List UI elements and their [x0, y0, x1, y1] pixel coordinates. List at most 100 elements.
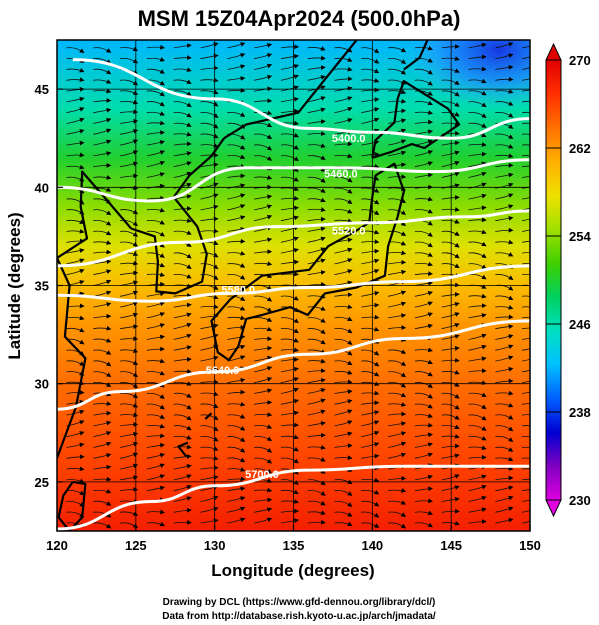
contour-label: 5700.0: [245, 469, 279, 481]
streamline-arrow: [441, 392, 460, 399]
streamline-arrow: [414, 208, 433, 214]
streamline-arrow: [254, 155, 273, 161]
streamline-arrow: [334, 304, 353, 310]
streamline-arrow: [334, 66, 353, 72]
streamline-arrow: [93, 511, 112, 518]
streamline-arrow: [307, 155, 326, 160]
streamline-arrow: [146, 346, 165, 352]
streamline-arrow: [173, 273, 192, 279]
streamline-arrow: [361, 97, 380, 103]
height-contours: [57, 58, 530, 531]
y-tick-label: 40: [35, 180, 49, 195]
streamline-arrow: [200, 495, 219, 502]
streamline-arrow: [361, 187, 380, 193]
streamline-arrow: [93, 401, 112, 406]
streamline-arrow: [388, 118, 407, 124]
streamline-arrow: [227, 154, 246, 159]
streamline-arrow: [173, 464, 192, 470]
streamline-arrow: [388, 139, 407, 146]
streamline-arrow: [361, 140, 380, 146]
streamline-arrow: [66, 327, 85, 333]
streamline-arrow: [93, 47, 112, 53]
streamline-arrow: [388, 290, 407, 297]
streamline-arrow: [227, 274, 246, 280]
streamline-arrow: [173, 519, 192, 525]
streamline-arrow: [388, 421, 407, 427]
streamline-arrow: [468, 485, 487, 492]
streamline-arrow: [307, 317, 326, 323]
cold-pool: [403, 40, 530, 109]
streamline-arrow: [468, 142, 487, 147]
streamline-arrow: [361, 442, 380, 448]
streamline-arrow: [146, 453, 165, 459]
streamline-arrow: [173, 381, 192, 386]
streamline-arrow: [227, 215, 246, 222]
streamline-arrow: [227, 315, 246, 321]
streamline-arrow: [173, 403, 192, 410]
streamline-arrow: [441, 485, 460, 492]
streamline-arrow: [361, 431, 380, 438]
streamline-arrow: [200, 274, 219, 280]
streamline-arrow: [468, 171, 487, 178]
streamline-arrow: [280, 338, 299, 343]
streamline-arrow: [200, 65, 219, 71]
streamline-arrow: [334, 57, 353, 62]
streamline-arrow: [522, 317, 530, 319]
streamline-arrow: [414, 196, 433, 202]
streamline-arrow: [66, 454, 85, 460]
streamline-arrow: [495, 274, 514, 281]
streamline-arrow: [173, 151, 192, 157]
streamline-arrow: [468, 122, 487, 128]
streamline-arrow: [361, 511, 380, 518]
streamline-arrow: [146, 111, 165, 116]
streamline-arrow: [146, 252, 165, 258]
streamline-arrow: [200, 112, 219, 118]
streamline-arrow: [495, 324, 514, 330]
streamline-arrow: [522, 468, 530, 470]
streamline-arrow: [495, 162, 514, 168]
streamline-arrow: [93, 269, 112, 276]
streamline-arrow: [173, 252, 192, 259]
streamline-arrow: [388, 313, 407, 319]
streamline-arrow: [388, 150, 407, 157]
streamline-arrow: [280, 434, 299, 440]
streamline-arrow: [388, 209, 407, 215]
streamline-arrow: [280, 499, 299, 504]
streamline-arrow: [93, 441, 112, 448]
streamline-arrow: [280, 489, 299, 495]
streamline-arrow: [200, 425, 219, 432]
streamline-arrow: [522, 133, 530, 136]
streamline-arrow: [361, 360, 380, 367]
streamline-arrow: [307, 457, 326, 462]
streamline-arrow: [66, 107, 85, 114]
streamline-arrow: [522, 348, 530, 351]
coastline-segment: [371, 80, 461, 159]
streamline-arrow: [280, 366, 299, 373]
streamline-arrow: [200, 403, 219, 409]
streamline-arrow: [254, 435, 273, 442]
streamline-arrow: [227, 87, 246, 93]
streamline-arrow: [495, 436, 514, 442]
streamline-arrow: [334, 338, 353, 345]
streamline-arrow: [441, 230, 460, 236]
streamline-arrow: [307, 270, 326, 276]
streamline-arrow: [522, 499, 530, 502]
streamline-arrow: [361, 522, 380, 528]
streamline-arrow: [227, 436, 246, 443]
streamline-arrow: [414, 371, 433, 377]
streamline-arrow: [93, 139, 112, 146]
streamline-arrow: [66, 77, 85, 83]
colorbar-tick-label: 262: [569, 141, 591, 156]
streamline-arrow: [254, 355, 273, 362]
streamline-arrow: [173, 414, 192, 421]
streamline-arrow: [146, 433, 165, 439]
streamline-arrow: [66, 164, 85, 170]
streamline-arrow: [495, 495, 514, 502]
streamline-arrow: [334, 316, 353, 321]
streamline-arrow: [361, 453, 380, 459]
streamline-arrow: [334, 247, 353, 254]
streamline-arrow: [468, 66, 487, 72]
streamline-arrow: [200, 89, 219, 95]
streamline-arrow: [307, 207, 326, 212]
streamline-arrow: [254, 377, 273, 384]
